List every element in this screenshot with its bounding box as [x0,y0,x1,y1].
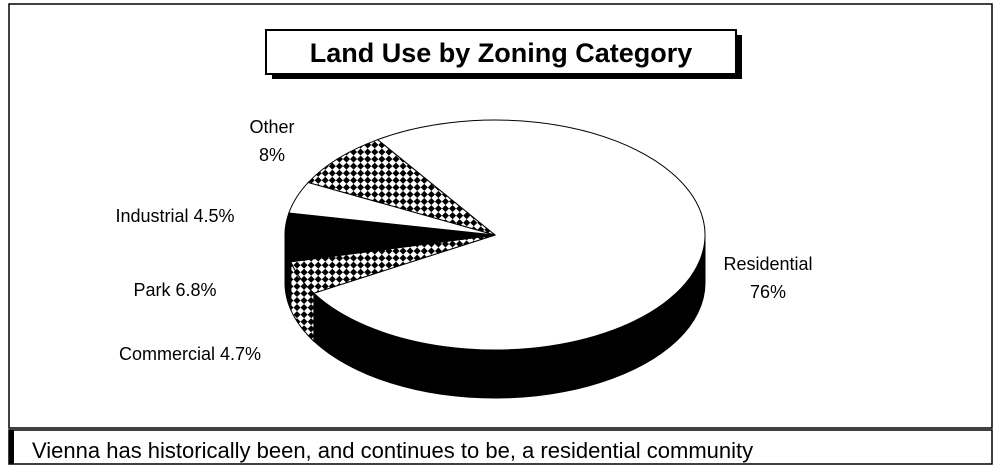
slice-label: Park 6.8% [133,280,216,300]
title-box [265,29,737,75]
category-label: Residential [723,254,812,274]
value-label: 76% [750,282,786,302]
caption-bar [9,430,14,464]
category-label: Park [133,280,171,300]
category-label: Other [249,117,294,137]
category-label: Commercial [119,344,215,364]
slice-label: Other 8% [249,117,294,165]
caption: Vienna has historically been, and contin… [32,438,753,463]
slice-label: Residential 76% [723,254,812,302]
value-label: 8% [259,145,285,165]
value-label: 4.5% [194,206,235,226]
pie [284,119,706,399]
caption-box [8,429,993,465]
chart-title: Land Use by Zoning Category [310,38,693,68]
slice-label: Industrial 4.5% [115,206,234,226]
value-label: 6.8% [175,280,216,300]
slice-label: Commercial 4.7% [119,344,261,364]
category-label: Industrial [115,206,188,226]
value-label: 4.7% [220,344,261,364]
slice [307,139,496,236]
slice [312,119,706,351]
